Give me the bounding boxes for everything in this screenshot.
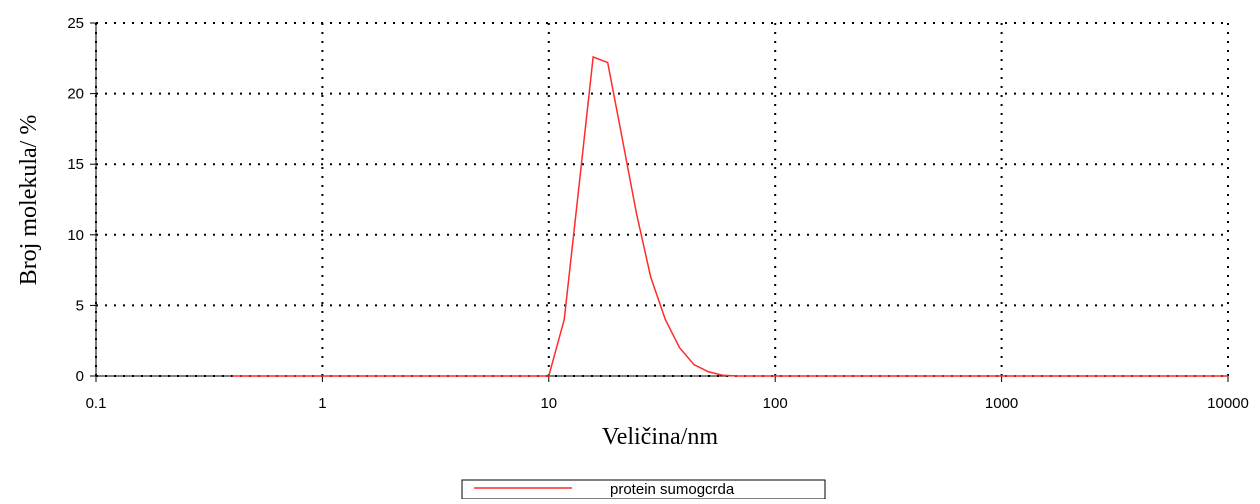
y-tick-label: 0: [76, 368, 84, 385]
x-tick-label: 1: [318, 395, 326, 412]
y-tick-label: 10: [67, 227, 84, 244]
x-axis-title: Veličina/nm: [602, 424, 718, 450]
legend-label: protein sumogcrda: [610, 481, 735, 498]
x-tick-label: 1000: [985, 395, 1018, 412]
y-tick-label: 25: [67, 15, 84, 32]
data-line: [232, 55, 1228, 377]
x-tick-label: 0.1: [86, 395, 107, 412]
y-tick-label: 5: [76, 297, 84, 314]
y-tick-label: 20: [67, 86, 84, 103]
x-tick-label: 10000: [1207, 395, 1249, 412]
x-tick-label: 100: [763, 395, 788, 412]
x-tick-label: 10: [540, 395, 557, 412]
y-axis-title: Broj molekula/ %: [16, 115, 42, 286]
y-tick-label: 15: [67, 156, 84, 173]
